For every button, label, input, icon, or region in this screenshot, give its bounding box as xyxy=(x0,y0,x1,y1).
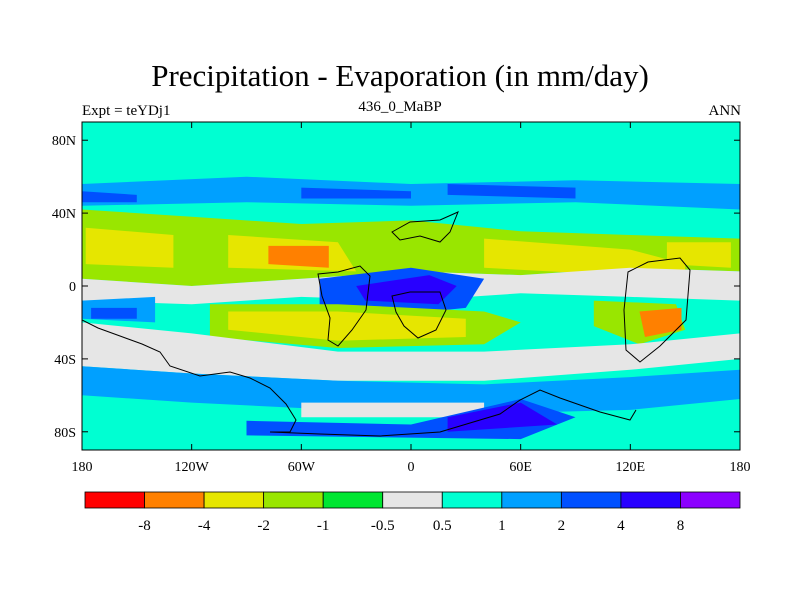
colorbar-label: -2 xyxy=(257,518,270,534)
colorbar-label: 8 xyxy=(677,518,685,534)
contour-region-4 xyxy=(447,184,576,199)
x-tick-label: 0 xyxy=(408,460,415,475)
y-tick-label: 40S xyxy=(54,353,76,368)
colorbar-label: -1 xyxy=(317,518,330,534)
coastline-south-landmass xyxy=(391,291,447,339)
x-tick-label: 180 xyxy=(72,460,93,475)
colorbar-swatch xyxy=(501,491,562,509)
contour-region-20 xyxy=(82,322,740,381)
colorbar-label: 0.5 xyxy=(433,518,452,534)
y-tick-label: 0 xyxy=(69,280,76,295)
colorbar-label: 1 xyxy=(498,518,506,534)
contour-fields xyxy=(82,122,740,450)
x-tick-label: 60W xyxy=(288,460,316,475)
colorbar-swatch xyxy=(560,491,622,509)
x-tick-label: 60E xyxy=(509,460,532,475)
y-tick-label: 80N xyxy=(52,134,76,149)
contour-region-2 xyxy=(82,191,137,203)
contour-region-19 xyxy=(639,307,682,337)
coastline-outlines xyxy=(82,211,691,437)
contour-region-15 xyxy=(91,307,137,319)
coastline-west-islands xyxy=(82,319,297,433)
time-label: 436_0_MaBP xyxy=(358,99,442,115)
colorbar-swatch xyxy=(84,491,145,509)
colorbar-swatch xyxy=(322,491,384,509)
contour-region-22 xyxy=(301,402,485,418)
x-tick-label: 120W xyxy=(175,460,210,475)
coastline-antarctic xyxy=(269,389,637,437)
colorbar-label: -4 xyxy=(198,518,211,534)
colorbar-label: 4 xyxy=(617,518,625,534)
contour-region-13 xyxy=(356,275,457,305)
x-tick-label: 180 xyxy=(730,460,751,475)
colorbar-swatch xyxy=(144,491,205,509)
season-label: ANN xyxy=(708,103,742,119)
colorbar-swatch xyxy=(263,491,324,509)
y-tick-label: 80S xyxy=(54,426,76,441)
colorbar-label: 2 xyxy=(558,518,566,534)
colorbar: -8 -4 -2 -1 -0.5 0.5 1 2 4 8 xyxy=(84,491,741,534)
y-tick-label: 40N xyxy=(52,207,76,222)
contour-region-17 xyxy=(228,311,466,341)
contour-region-10 xyxy=(666,242,731,268)
contour-region-21 xyxy=(82,366,740,414)
chart-title: Precipitation - Evaporation (in mm/day) xyxy=(151,58,649,93)
colorbar-swatch xyxy=(680,491,741,509)
contour-region-3 xyxy=(301,187,411,199)
coastline-east-landmass xyxy=(623,257,691,363)
experiment-label: Expt = teYDj1 xyxy=(82,103,171,119)
contour-region-24 xyxy=(447,402,558,432)
coastline-central-landmass xyxy=(317,265,371,347)
x-axis: 180 120W 60W 0 60E 120E 180 xyxy=(72,122,751,475)
coastline-north-america xyxy=(391,211,459,243)
colorbar-label: -8 xyxy=(138,518,151,534)
colorbar-swatch xyxy=(620,491,681,509)
colorbar-swatch xyxy=(382,491,443,509)
contour-region-6 xyxy=(85,227,174,268)
colorbar-swatch xyxy=(441,491,503,509)
colorbar-label: -0.5 xyxy=(371,518,395,534)
x-tick-label: 120E xyxy=(616,460,646,475)
contour-region-8 xyxy=(268,245,329,268)
colorbar-swatch xyxy=(203,491,265,509)
y-axis: 80N 40N 0 40S 80S xyxy=(52,134,740,441)
